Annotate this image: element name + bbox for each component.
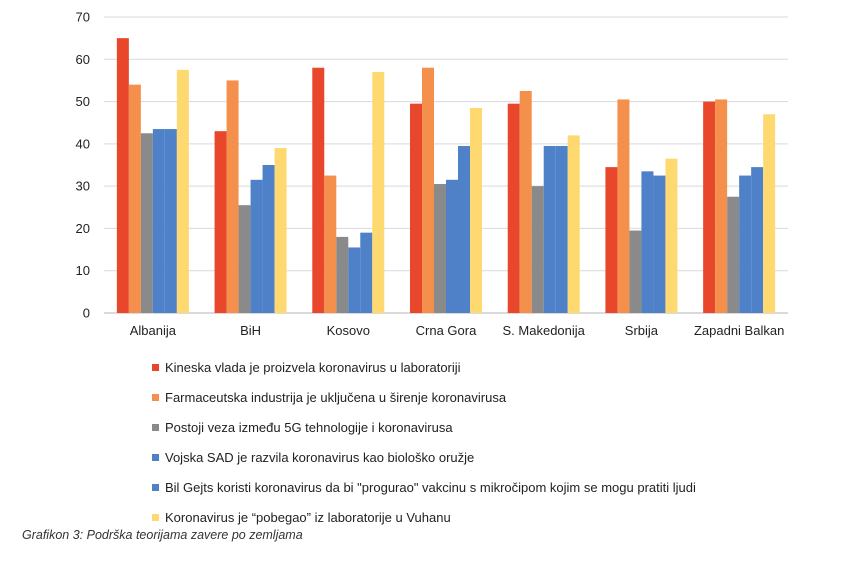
bar bbox=[458, 145, 470, 313]
bar bbox=[641, 171, 654, 313]
bar bbox=[372, 71, 385, 313]
bar bbox=[446, 179, 458, 313]
bar bbox=[434, 184, 446, 313]
bar bbox=[727, 196, 740, 313]
bar bbox=[605, 167, 618, 313]
legend-label: Postoji veza između 5G tehnologije i kor… bbox=[165, 419, 453, 435]
legend-item: Bil Gejts koristi koronavirus da bi "pro… bbox=[152, 472, 696, 502]
bar bbox=[152, 129, 165, 313]
legend-swatch bbox=[152, 483, 159, 491]
legend-swatch bbox=[152, 513, 159, 521]
bar bbox=[164, 129, 177, 313]
bar bbox=[507, 103, 520, 313]
x-tick-label: Albanija bbox=[130, 323, 177, 338]
figure-caption: Grafikon 3: Podrška teorijama zavere po … bbox=[22, 528, 303, 542]
legend-label: Koronavirus je “pobegao” iz laboratorije… bbox=[165, 509, 451, 525]
bar bbox=[715, 99, 728, 313]
y-tick-label: 10 bbox=[76, 263, 90, 278]
chart-legend: Kineska vlada je proizvela koronavirus u… bbox=[152, 352, 696, 532]
bar bbox=[360, 232, 373, 313]
bar bbox=[274, 148, 287, 313]
legend-item: Koronavirus je “pobegao” iz laboratorije… bbox=[152, 502, 696, 532]
x-tick-label: Crna Gora bbox=[416, 323, 477, 338]
legend-label: Bil Gejts koristi koronavirus da bi "pro… bbox=[165, 479, 696, 495]
legend-swatch bbox=[152, 453, 159, 461]
y-tick-label: 60 bbox=[76, 52, 90, 67]
bar bbox=[519, 91, 532, 313]
y-tick-label: 50 bbox=[76, 94, 90, 109]
bar bbox=[543, 145, 556, 313]
bar bbox=[348, 247, 361, 313]
legend-swatch bbox=[152, 363, 159, 371]
bar bbox=[665, 158, 678, 313]
y-tick-label: 40 bbox=[76, 136, 90, 151]
bar bbox=[324, 175, 337, 313]
y-tick-label: 70 bbox=[76, 10, 90, 25]
bar bbox=[703, 101, 716, 313]
bar bbox=[653, 175, 666, 313]
bar bbox=[176, 69, 189, 313]
legend-label: Vojska SAD je razvila koronavirus kao bi… bbox=[165, 449, 475, 465]
legend-swatch bbox=[152, 423, 159, 431]
bar-chart: 0 10 20 30 40 50 60 70 Albanija BiH Kosovo Crna Gor… bbox=[76, 10, 788, 338]
legend-item: Farmaceutska industrija je uključena u š… bbox=[152, 382, 696, 412]
bar bbox=[214, 131, 227, 313]
x-tick-label: Kosovo bbox=[327, 323, 370, 338]
bar bbox=[410, 103, 422, 313]
bar bbox=[262, 165, 275, 313]
bar bbox=[751, 167, 764, 313]
bar bbox=[336, 236, 349, 313]
bar bbox=[140, 133, 153, 313]
bar bbox=[312, 67, 325, 313]
bar bbox=[531, 186, 544, 313]
x-tick-label: S. Makedonija bbox=[503, 323, 586, 338]
bar bbox=[470, 107, 482, 314]
y-tick-label: 0 bbox=[83, 306, 90, 321]
bar bbox=[422, 67, 434, 313]
x-tick-label: Zapadni Balkan bbox=[694, 323, 784, 338]
bar bbox=[555, 145, 568, 313]
bar bbox=[629, 230, 642, 313]
legend-item: Postoji veza između 5G tehnologije i kor… bbox=[152, 412, 696, 442]
bar bbox=[250, 179, 263, 313]
bar bbox=[617, 99, 630, 313]
bar bbox=[128, 84, 141, 314]
bar bbox=[116, 38, 129, 314]
legend-item: Vojska SAD je razvila koronavirus kao bi… bbox=[152, 442, 696, 472]
bar bbox=[763, 114, 776, 313]
bar bbox=[739, 175, 752, 313]
legend-label: Kineska vlada je proizvela koronavirus u… bbox=[165, 359, 461, 375]
legend-item: Kineska vlada je proizvela koronavirus u… bbox=[152, 352, 696, 382]
y-tick-label: 20 bbox=[76, 221, 90, 236]
legend-swatch bbox=[152, 393, 159, 401]
legend-label: Farmaceutska industrija je uključena u š… bbox=[165, 389, 507, 405]
bar bbox=[226, 80, 239, 313]
bar bbox=[238, 205, 251, 313]
x-tick-label: BiH bbox=[240, 323, 261, 338]
y-tick-label: 30 bbox=[76, 179, 90, 194]
x-tick-label: Srbija bbox=[625, 323, 659, 338]
bar bbox=[567, 135, 580, 313]
